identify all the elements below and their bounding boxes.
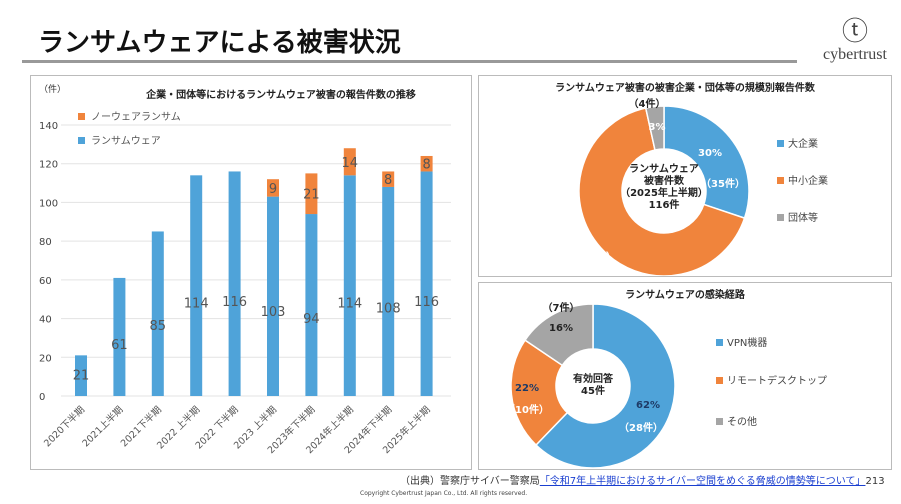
center-label: 45件: [581, 384, 605, 397]
source-prefix: （出典）警察庁サイバー警察局: [400, 476, 540, 487]
data-label: 8: [422, 158, 430, 173]
bar-ransomware: [267, 196, 279, 396]
slice-count: （10件）: [505, 403, 549, 416]
y-tick-label: 20: [39, 353, 52, 364]
data-label: 9: [269, 182, 277, 197]
data-label: 94: [303, 312, 320, 327]
y-tick-label: 100: [39, 198, 58, 209]
data-label: 114: [184, 297, 209, 312]
data-label: 85: [150, 319, 167, 334]
source-note: （出典）警察庁サイバー警察局「令和7年上半期におけるサイバー空間をめぐる脅威の情…: [400, 472, 885, 487]
slice-count: （4件）: [629, 97, 666, 110]
legend-label: 中小企業: [788, 174, 828, 187]
slice-percent: 22%: [515, 383, 539, 394]
bar-ransomware: [190, 175, 203, 396]
bar-ransomware: [420, 171, 433, 396]
donut-slice: [510, 339, 569, 447]
bar-ransomware: [305, 214, 318, 396]
y-tick-label: 0: [39, 392, 45, 403]
bar-noware: [343, 148, 356, 176]
data-label: 103: [261, 305, 286, 320]
legend-swatch: [78, 137, 85, 144]
legend-label: 大企業: [788, 137, 818, 150]
legend-label: リモートデスクトップ: [727, 374, 827, 387]
slice-percent: 30%: [698, 148, 722, 159]
legend-swatch: [777, 214, 784, 221]
bar-chart: （件） 企業・団体等におけるランサムウェア被害の報告件数の推移 0 20 40 60 80 1…: [39, 83, 451, 456]
page-title: ランサムウェアによる被害状況: [38, 28, 401, 58]
cybertrust-logo: ⓣ cybertrust: [820, 18, 890, 64]
y-tick-label: 60: [39, 276, 52, 287]
donut-slice: [644, 105, 665, 151]
center-label: （2025年上半期）: [620, 186, 708, 199]
center-label: 有効回答: [573, 372, 614, 385]
data-label: 116: [414, 295, 439, 310]
donut-slice: [534, 303, 676, 469]
y-tick-label: 80: [39, 237, 52, 248]
center-label: ランサムウェア: [629, 163, 699, 175]
data-label: 108: [376, 301, 401, 316]
bar-ransomware: [228, 171, 241, 396]
data-label: 114: [337, 297, 362, 312]
center-label: 116件: [649, 198, 680, 211]
legend-swatch: [716, 339, 723, 346]
slice-count: （77件）: [572, 250, 616, 263]
chart-title: ランサムウェア被害の被害企業・団体等の規模別報告件数: [555, 81, 816, 94]
legend-label: ノーウェアランサム: [91, 111, 181, 123]
data-label: 116: [222, 295, 247, 310]
y-tick-label: 40: [39, 315, 52, 326]
donut-slice: [663, 105, 750, 220]
data-label: 8: [384, 173, 392, 188]
legend-swatch: [78, 113, 85, 120]
source-link[interactable]: 「令和7年上半期におけるサイバー空間をめぐる脅威の情勢等について」: [539, 476, 866, 487]
y-tick-label: 120: [39, 160, 58, 171]
data-label: 14: [342, 156, 359, 171]
bar-noware: [382, 171, 395, 187]
size-donut-panel: ランサムウェア被害の被害企業・団体等の規模別報告件数 30% （35件） 大企業 66%…: [478, 75, 892, 277]
center-label: 被害件数: [644, 174, 685, 187]
legend-swatch: [716, 418, 723, 425]
data-label: 21: [303, 188, 320, 203]
slice-count: （28件）: [619, 421, 663, 434]
y-axis-unit: （件）: [39, 83, 66, 95]
bar-ransomware: [382, 186, 395, 396]
legend-swatch: [777, 177, 784, 184]
donut-slice: [578, 107, 746, 277]
chart-title: ランサムウェアの感染経路: [625, 288, 746, 301]
legend-label: 団体等: [788, 211, 818, 224]
bar-ransomware: [343, 175, 356, 396]
y-tick-label: 140: [39, 121, 58, 132]
bar-ransomware: [75, 355, 87, 396]
bar-ransomware: [151, 231, 164, 396]
route-donut-panel: ランサムウェアの感染経路 62% （28件） VPN機器 22% （10件） リモートデスク…: [478, 282, 892, 470]
slice-percent: 16%: [549, 323, 573, 334]
page-number: 213: [865, 476, 885, 487]
logo-text: cybertrust: [823, 46, 887, 63]
data-label: 21: [73, 369, 90, 384]
size-donut-chart: ランサムウェア被害の被害企業・団体等の規模別報告件数 30% （35件） 大企業 66%…: [527, 81, 828, 277]
copyright: Copyright Cybertrust Japan Co., Ltd. All…: [360, 490, 528, 497]
bar-ransomware: [113, 277, 126, 396]
logo-mark-icon: ⓣ: [841, 17, 868, 47]
slice-percent: 3%: [649, 122, 666, 133]
route-donut-chart: ランサムウェアの感染経路 62% （28件） VPN機器 22% （10件） リモートデスク…: [505, 288, 827, 469]
slice-count: （35件）: [701, 177, 745, 190]
legend-label: ランサムウェア: [91, 135, 161, 147]
bar-chart-panel: （件） 企業・団体等におけるランサムウェア被害の報告件数の推移 0 20 40 60 80 1…: [30, 75, 472, 470]
title-divider: [22, 60, 797, 63]
bar-noware: [267, 179, 279, 197]
chart-title: 企業・団体等におけるランサムウェア被害の報告件数の推移: [145, 88, 416, 101]
legend-label: その他: [727, 415, 757, 428]
slice-percent: 62%: [636, 400, 660, 411]
legend-label: VPN機器: [727, 336, 767, 349]
donut-slice: [523, 303, 594, 367]
slice-count: （7件）: [543, 301, 580, 314]
legend-swatch: [716, 377, 723, 384]
bar-noware: [420, 155, 433, 172]
legend-swatch: [777, 140, 784, 147]
bar-noware: [305, 173, 318, 215]
slice-percent: 66%: [527, 228, 551, 239]
data-label: 61: [111, 338, 128, 353]
